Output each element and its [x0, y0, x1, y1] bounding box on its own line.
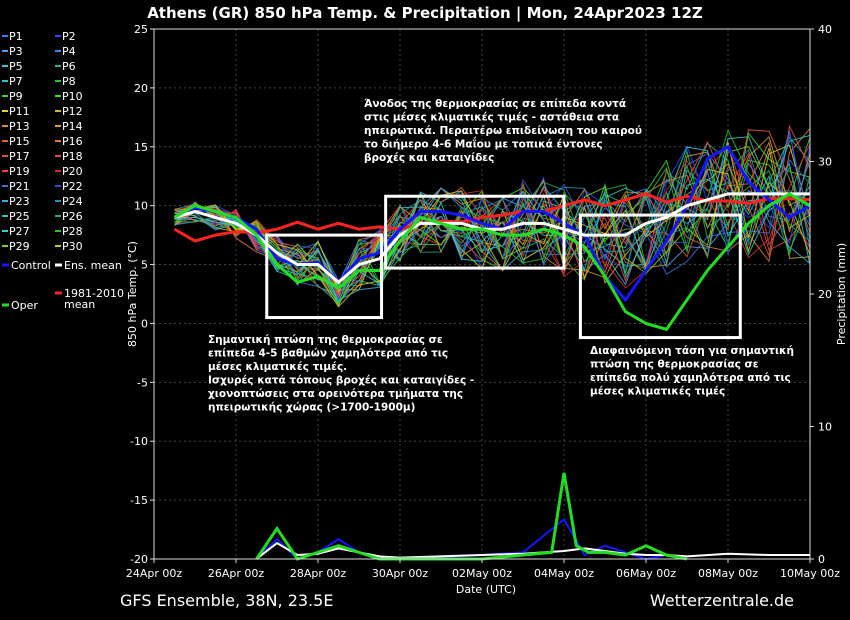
y2-tick-label: 10 [818, 421, 832, 434]
legend-label: P26 [62, 210, 83, 223]
annotation-text: μέσες κλιματικές τιμές [590, 386, 725, 398]
legend-label: P13 [9, 120, 30, 133]
legend-label: P7 [9, 75, 23, 88]
legend-label: P28 [62, 225, 83, 238]
legend-label: P23 [9, 195, 30, 208]
y2-tick-label: 40 [818, 23, 832, 36]
y2-tick-label: 30 [818, 156, 832, 169]
x-tick-label: 26Apr 00z [208, 567, 265, 580]
annotation-text: ηπειρωτικής χώρας (>1700-1900μ) [208, 402, 415, 414]
legend-label: Control [11, 259, 51, 272]
annotation-text: ηπειρωτικά. Περαιτέρω επιδείνωση του και… [364, 125, 642, 137]
y2-tick-label: 0 [818, 553, 825, 566]
y-tick-label: 5 [141, 259, 148, 272]
y-axis-label: 850 hPa Temp. (°C) [126, 241, 139, 347]
legend-label: P4 [62, 45, 76, 58]
legend-label: P3 [9, 45, 23, 58]
y-tick-label: -15 [130, 494, 148, 507]
series-line [174, 192, 810, 285]
legend-label: mean [64, 298, 95, 311]
annotation-text: επίπεδα 4-5 βαθμών χαμηλότερα από τις [208, 348, 448, 360]
legend-label: P1 [9, 30, 23, 43]
legend-label: P22 [62, 180, 83, 193]
legend-label: P2 [62, 30, 76, 43]
x-tick-label: 06May 00z [616, 567, 676, 580]
annotation-text: Άνοδος της θερμοκρασίας σε επίπεδα κοντά [364, 98, 626, 110]
legend-label: P24 [62, 195, 83, 208]
legend-label: P19 [9, 165, 30, 178]
legend-label: P15 [9, 135, 30, 148]
x-axis-label: Date (UTC) [456, 583, 516, 596]
x-tick-label: 30Apr 00z [372, 567, 429, 580]
y-tick-label: -20 [130, 553, 148, 566]
x-tick-label: 08May 00z [698, 567, 758, 580]
legend-label: P25 [9, 210, 30, 223]
site-credit: Wetterzentrale.de [649, 591, 794, 610]
x-tick-label: 04May 00z [534, 567, 594, 580]
y2-axis-label: Precipitation (mm) [835, 243, 848, 345]
legend-label: P20 [62, 165, 83, 178]
highlight-box [265, 233, 384, 320]
member-line [174, 168, 811, 308]
legend-label: P17 [9, 150, 30, 163]
legend-label: P18 [62, 150, 83, 163]
legend-label: P14 [62, 120, 83, 133]
member-line [174, 128, 811, 307]
legend-label: 1981-2010 [64, 287, 124, 300]
chart-title: Athens (GR) 850 hPa Temp. & Precipitatio… [147, 4, 703, 23]
legend-label: P12 [62, 105, 83, 118]
model-info: GFS Ensemble, 38N, 23.5E [120, 591, 334, 610]
x-tick-label: 28Apr 00z [290, 567, 347, 580]
legend-label: P8 [62, 75, 76, 88]
annotation-text: το διήμερο 4-6 Μαΐου με τοπικά έντονες [364, 137, 603, 151]
legend-label: P9 [9, 90, 23, 103]
y2-tick-label: 20 [818, 288, 832, 301]
legend-label: Oper [11, 299, 38, 312]
annotation-text: Σημαντική πτώση της θερμοκρασίας σε [208, 334, 443, 346]
precip-line [255, 472, 688, 561]
series-line [173, 192, 811, 332]
annotation-text: πτώση της θερμοκρασίας σε [590, 359, 759, 371]
legend-label: P6 [62, 60, 76, 73]
legend-label: P5 [9, 60, 23, 73]
x-tick-label: 02May 00z [452, 567, 512, 580]
legend-label: Ens. mean [64, 259, 122, 272]
legend-label: P27 [9, 225, 30, 238]
legend-label: P16 [62, 135, 83, 148]
annotation-text: Διαφαινόμενη τάση για σημαντική [590, 345, 794, 357]
y-tick-label: -5 [137, 376, 148, 389]
member-line [174, 159, 811, 300]
annotation-text: βροχές και καταιγίδες [364, 152, 494, 164]
legend-label: P21 [9, 180, 30, 193]
series-line [173, 144, 811, 303]
y-tick-label: 15 [134, 141, 148, 154]
annotation-text: Ισχυρές κατά τόπους βροχές και καταιγίδε… [208, 375, 474, 387]
y-tick-label: 10 [134, 200, 148, 213]
y-tick-label: 0 [141, 317, 148, 330]
legend-label: P30 [62, 240, 83, 253]
x-tick-label: 10May 00z [780, 567, 840, 580]
y-tick-label: -10 [130, 435, 148, 448]
legend-label: P11 [9, 105, 30, 118]
legend-label: P29 [9, 240, 30, 253]
x-tick-label: 24Apr 00z [126, 567, 183, 580]
annotation-text: μέσες κλιματικές τιμές. [208, 361, 347, 373]
y-tick-label: 20 [134, 82, 148, 95]
y-tick-label: 25 [134, 23, 148, 36]
legend-label: P10 [62, 90, 83, 103]
annotation-text: στις μέσες κλιματικές τιμές - αστάθεια σ… [364, 112, 619, 124]
highlight-box [384, 194, 566, 270]
highlight-box [578, 213, 742, 340]
annotation-text: επίπεδα πολύ χαμηλότερα από τις [590, 372, 791, 384]
annotation-text: χιονοπτώσεις στα ορεινότερα τμήματα της [208, 388, 463, 400]
